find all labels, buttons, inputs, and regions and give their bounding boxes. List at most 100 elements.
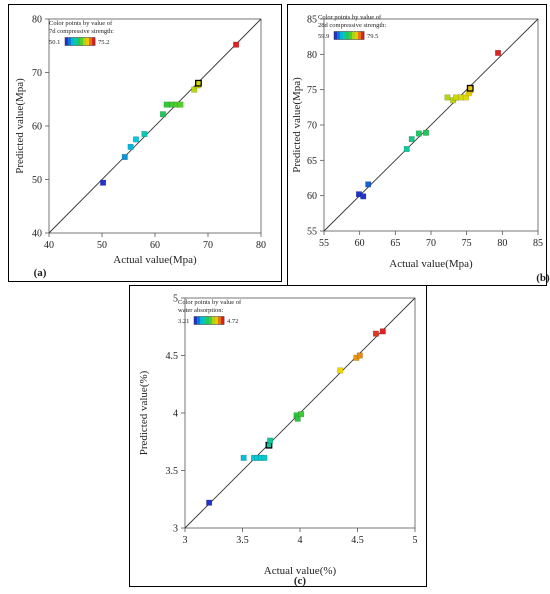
- chart-a-y-tick-label: 60: [32, 122, 42, 133]
- chart-c-legend-gradient-step: [200, 316, 204, 325]
- chart-c-y-tick-label: 5: [173, 294, 178, 305]
- chart-c-x-tick-label: 4: [298, 535, 303, 546]
- chart-b-data-point: [457, 94, 464, 101]
- chart-a-legend-gradient-step: [77, 37, 81, 46]
- panel-c: 3 3.5 4 4.5 5 3 3.5 4 4.5 5 Color points by value …: [129, 285, 427, 587]
- chart-a-x-tick-label: 80: [256, 240, 266, 251]
- chart-a-legend-max-label: 75.2: [98, 39, 109, 46]
- chart-c-y-tick-label: 3: [173, 524, 178, 535]
- chart-b-x-tick-label: 80: [497, 238, 507, 249]
- panel-a: 40 50 60 70 80 40 50 60 70 80 Color points by valu…: [8, 4, 282, 282]
- chart-c-y-axis-title: Predicted value(%): [138, 370, 150, 455]
- chart-a-legend-gradient-step: [92, 37, 96, 46]
- chart-b-legend-title-line2: 28d compressive strength:: [318, 22, 386, 29]
- chart-c-legend-gradient-step: [218, 316, 222, 325]
- chart-b-legend-min-label: 59.9: [318, 33, 329, 40]
- chart-a-data-point: [163, 101, 170, 108]
- chart-c-legend-min-label: 3.21: [178, 318, 189, 325]
- chart-b-y-tick-label: 80: [307, 50, 317, 61]
- chart-b-legend-gradient-step: [358, 31, 362, 40]
- chart-b-data-point: [462, 94, 469, 101]
- chart-b-reference-line: [323, 18, 539, 232]
- chart-b-data-point: [444, 94, 451, 101]
- chart-a-legend-gradient-step: [83, 37, 87, 46]
- chart-b-legend-gradient-step: [352, 31, 356, 40]
- chart-c-y-tick-label: 3.5: [166, 466, 179, 477]
- chart-b-data-point: [408, 136, 415, 143]
- chart-a-legend-gradient-step: [71, 37, 75, 46]
- chart-a-legend-gradient-step: [86, 37, 90, 46]
- chart-b-x-tick-label: 75: [462, 238, 472, 249]
- chart-a-legend-gradient-step: [80, 37, 84, 46]
- chart-b-legend-gradient-step: [343, 31, 347, 40]
- chart-a-legend-gradient-step: [65, 37, 69, 46]
- chart-a: 40 50 60 70 80 40 50 60 70 80 Color points by valu…: [14, 15, 266, 280]
- chart-c-x-tick-label: 4.5: [351, 535, 364, 546]
- chart-b-data-point: [415, 130, 422, 137]
- chart-b-y-tick-label: 85: [307, 15, 317, 26]
- chart-a-data-point: [141, 131, 148, 138]
- chart-a-x-tick-label: 40: [44, 240, 54, 251]
- chart-b-y-tick-label: 75: [307, 85, 317, 96]
- chart-c-x-axis-title: Actual value(%): [264, 565, 337, 577]
- chart-c-legend-gradient-step: [215, 316, 219, 325]
- chart-a-legend-title-line2: 7d compressive strength:: [49, 28, 114, 35]
- chart-c-data-point: [356, 352, 363, 359]
- chart-a-data-point: [233, 41, 240, 48]
- chart-a-highlighted-point: [195, 79, 202, 87]
- chart-a-y-axis-title: Predicted value(Mpa): [14, 78, 26, 174]
- chart-c: 3 3.5 4 4.5 533.544.55 Color points by value …: [138, 294, 418, 588]
- chart-b-data-point: [450, 97, 457, 104]
- chart-c-x-tick-label: 5: [413, 535, 418, 546]
- chart-c-data-point: [267, 437, 274, 444]
- chart-a-data-point: [121, 154, 128, 161]
- chart-b-x-tick-label: 55: [319, 238, 329, 249]
- chart-c-data-point: [240, 454, 247, 461]
- chart-b-highlighted-point: [466, 84, 474, 92]
- chart-b-y-tick-label: 60: [307, 191, 317, 202]
- chart-a-y-tick-label: 50: [32, 175, 42, 186]
- chart-b-legend-max-label: 79.5: [367, 33, 378, 40]
- chart-c-panel-label: (c): [294, 575, 307, 587]
- chart-b-legend-gradient-step: [346, 31, 350, 40]
- chart-a-data-point: [159, 111, 166, 118]
- chart-b-x-tick-label: 85: [533, 238, 543, 249]
- chart-c-legend-gradient-step: [212, 316, 216, 325]
- chart-b-legend-title-line1: Color points by value of: [318, 14, 382, 21]
- chart-b-legend-gradient-step: [355, 31, 359, 40]
- chart-a-x-tick-label: 50: [97, 240, 107, 251]
- chart-b-y-tick-label: 65: [307, 156, 317, 167]
- chart-b-data-point: [452, 94, 459, 101]
- chart-b-legend-gradient-bar: [333, 31, 365, 40]
- chart-a-reference-line: [48, 18, 262, 234]
- chart-b-y-tick-label: 70: [307, 121, 317, 132]
- chart-c-data-point: [379, 328, 386, 335]
- chart-b-data-point: [360, 193, 367, 200]
- chart-b-y-tick-label: 55: [307, 227, 317, 238]
- chart-a-data-point: [132, 136, 139, 143]
- chart-a-x-axis-title: Actual value(Mpa): [113, 254, 197, 266]
- chart-c-data-point: [294, 415, 301, 422]
- chart-c-legend-max-label: 4.72: [227, 318, 238, 325]
- chart-b-legend-gradient-step: [361, 31, 365, 40]
- chart-a-y-tick-label: 80: [32, 15, 42, 26]
- chart-c-y-tick-label: 4: [173, 409, 178, 420]
- chart-c-legend-gradient-step: [203, 316, 207, 325]
- chart-a-legend-gradient-bar: [64, 37, 96, 46]
- chart-b-x-axis-title: Actual value(Mpa): [389, 258, 473, 270]
- chart-b-panel-label: (b): [536, 272, 550, 284]
- chart-b-legend-gradient-step: [337, 31, 341, 40]
- chart-a-legend-gradient-step: [74, 37, 78, 46]
- chart-a-data-point: [191, 86, 198, 93]
- chart-b-x-tick-label: 65: [390, 238, 400, 249]
- chart-c-data-point: [206, 499, 213, 506]
- chart-b-legend-gradient-step: [349, 31, 353, 40]
- chart-b-legend-gradient-step: [340, 31, 344, 40]
- chart-a-panel-label: (a): [34, 267, 47, 279]
- chart-b-data-point: [495, 49, 502, 56]
- chart-c-data-point: [337, 367, 344, 374]
- chart-c-x-tick-label: 3.5: [236, 535, 249, 546]
- chart-c-legend-gradient-step: [197, 316, 201, 325]
- chart-a-data-point: [127, 143, 134, 150]
